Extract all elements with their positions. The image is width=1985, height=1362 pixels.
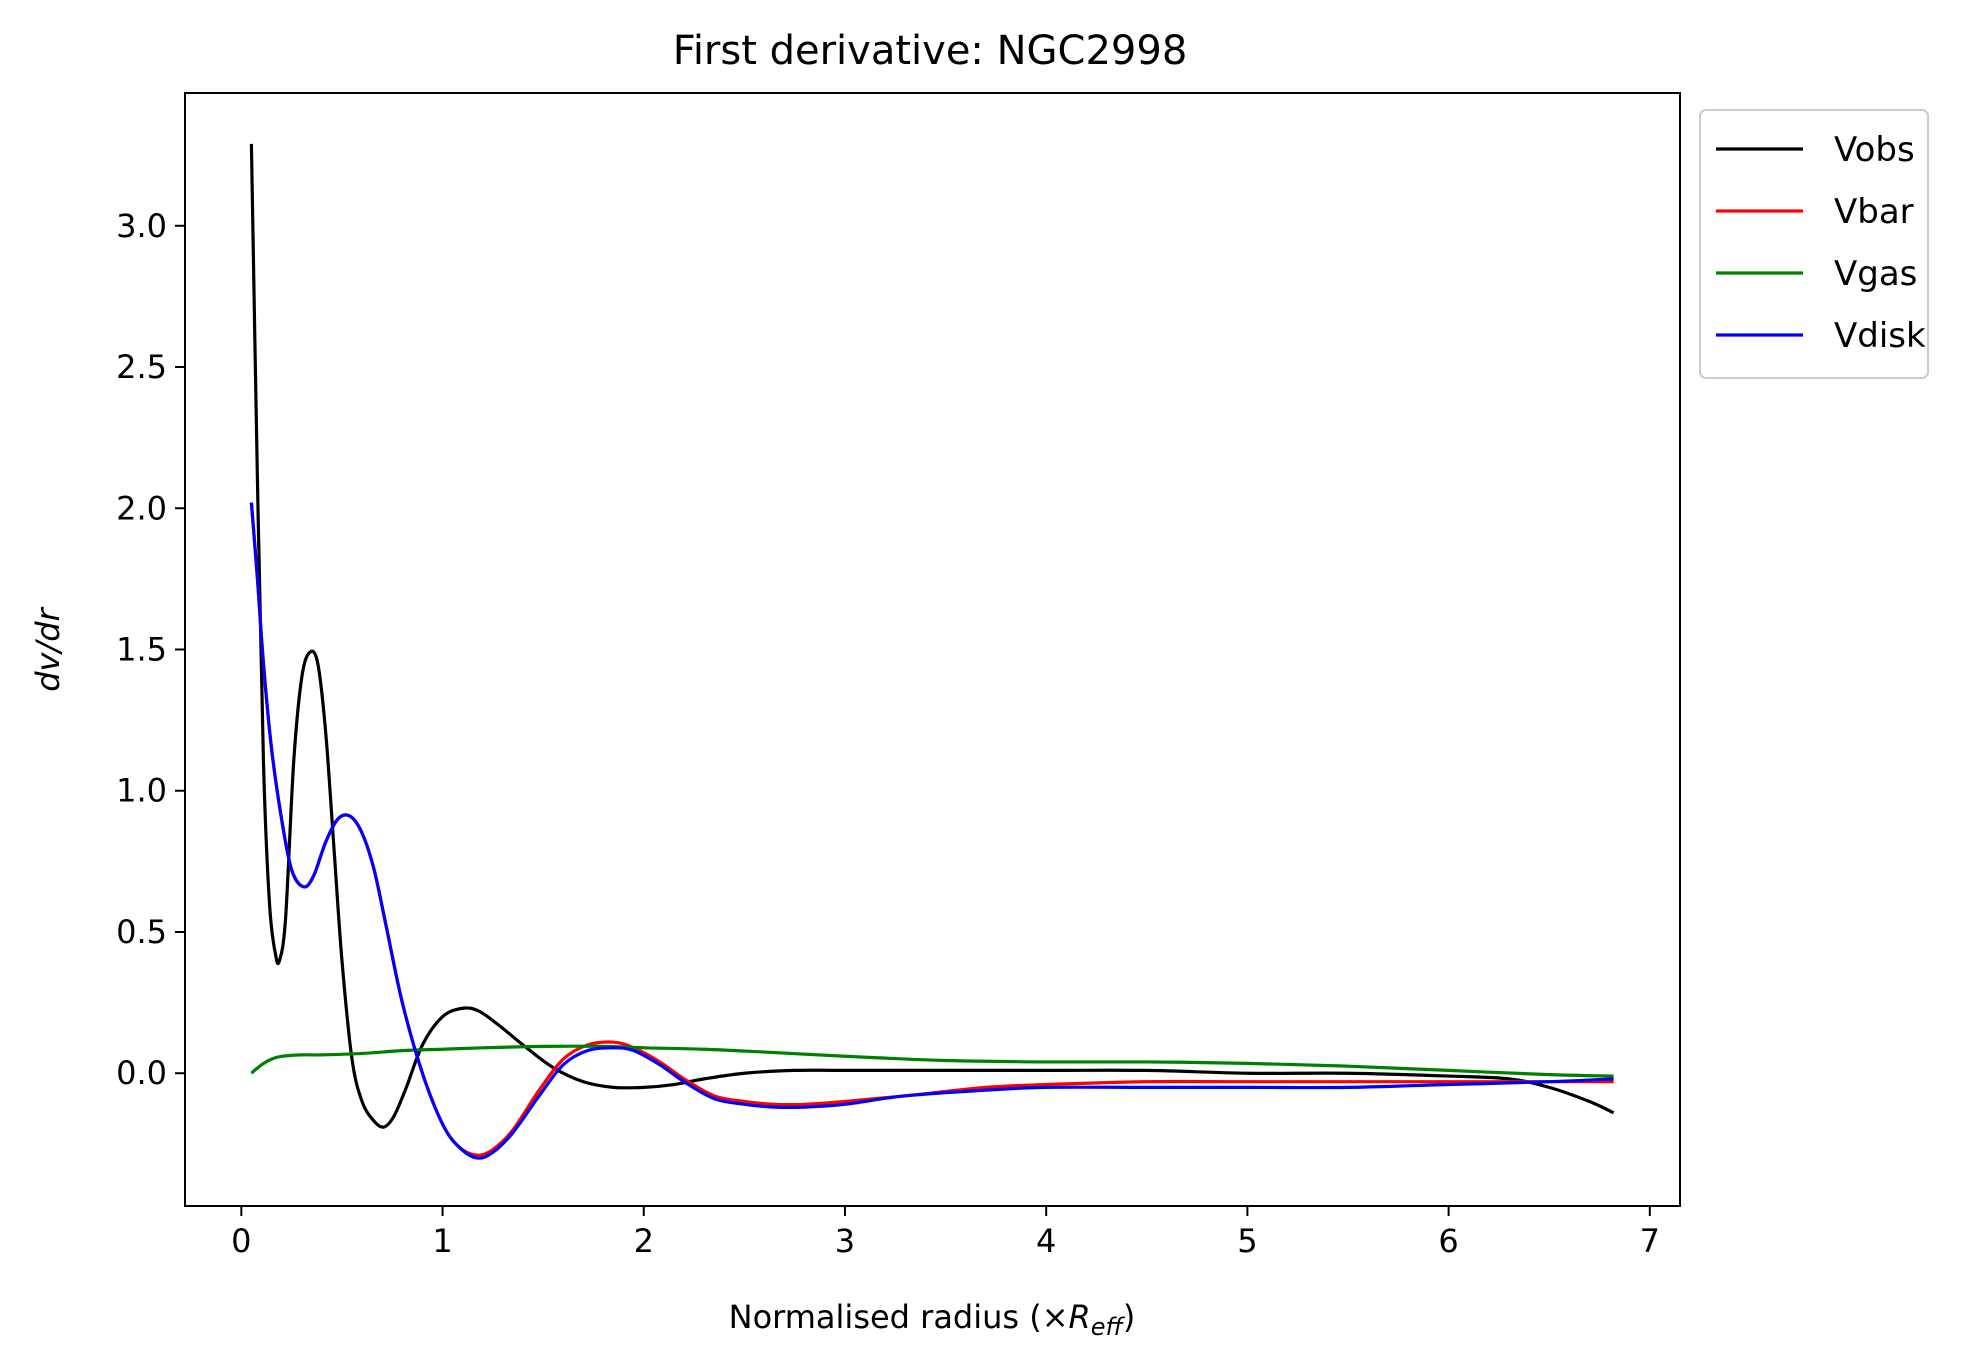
plot-area: 0 1 2 3 4 5 6 7 0.0 0.5 1.0 1.5 2.0 2.5 3.0 [116, 92, 1681, 1260]
x-axis-label-prefix: Normalised radius (× [729, 1298, 1069, 1336]
x-axis-label-variable: R [1069, 1298, 1091, 1336]
legend-label-vdisk: Vdisk [1834, 316, 1926, 356]
x-tick-label: 5 [1237, 1222, 1257, 1260]
series-line-vgas [250, 1044, 1614, 1078]
x-tick-label: 1 [432, 1222, 452, 1260]
y-axis-ticks: 0.0 0.5 1.0 1.5 2.0 2.5 3.0 [116, 207, 185, 1092]
plot-frame [184, 92, 1681, 1207]
y-tick-label: 2.0 [116, 489, 167, 527]
y-tick-label: 0.5 [116, 913, 167, 951]
x-tick-label: 2 [634, 1222, 654, 1260]
legend-label-vgas: Vgas [1834, 254, 1917, 294]
legend-label-vobs: Vobs [1834, 130, 1915, 170]
x-tick-label: 7 [1640, 1222, 1660, 1260]
legend-items: Vobs Vbar Vgas Vdisk [1716, 130, 1926, 356]
x-axis-label-subscript: eff [1091, 1313, 1126, 1341]
legend-label-vbar: Vbar [1834, 192, 1914, 232]
x-tick-label: 3 [835, 1222, 855, 1260]
y-tick-label: 1.5 [116, 631, 167, 669]
series-line-vobs [249, 143, 1615, 1129]
y-axis-label: dv/dr [29, 606, 67, 691]
series-layer [249, 143, 1615, 1160]
y-tick-label: 2.5 [116, 348, 167, 386]
legend-box [1699, 109, 1929, 379]
chart-title: First derivative: NGC2998 [673, 28, 1188, 74]
y-tick-label: 0.0 [116, 1054, 167, 1092]
x-axis-ticks: 0 1 2 3 4 5 6 7 [231, 1206, 1660, 1260]
x-axis-label-suffix: ) [1123, 1298, 1135, 1336]
x-tick-label: 0 [231, 1222, 251, 1260]
x-tick-label: 4 [1036, 1222, 1056, 1260]
y-tick-label: 3.0 [116, 207, 167, 245]
y-tick-label: 1.0 [116, 772, 167, 810]
series-line-vdisk [249, 502, 1614, 1160]
x-tick-label: 6 [1438, 1222, 1458, 1260]
x-axis-label: Normalised radius (×Reff) [729, 1298, 1136, 1341]
legend: Vobs Vbar Vgas Vdisk [1699, 109, 1929, 379]
